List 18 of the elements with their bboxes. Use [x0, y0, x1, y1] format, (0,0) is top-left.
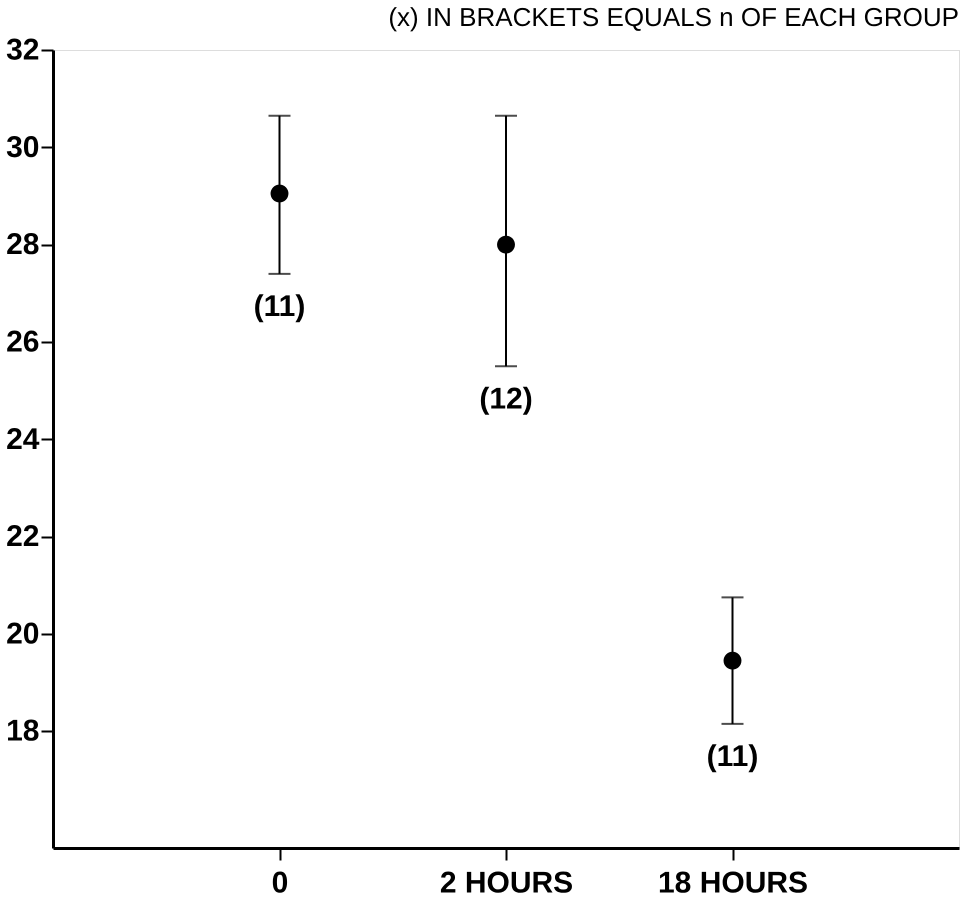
- point: [270, 184, 288, 202]
- annotation: (11): [706, 740, 758, 773]
- x-tick-label: 0: [272, 866, 288, 900]
- point: [724, 652, 742, 670]
- y-tick-label: 30: [6, 130, 40, 164]
- point: [497, 236, 515, 254]
- x-tick-label: 2 HOURS: [440, 866, 574, 900]
- chart-title: (x) IN BRACKETS EQUALS n OF EACH GROUP: [388, 2, 959, 32]
- y-tick-label: 32: [6, 34, 40, 66]
- y-tick-label: 20: [6, 617, 40, 650]
- annotation: (11): [254, 290, 306, 323]
- y-tick-label: 22: [6, 520, 40, 554]
- x-tick-label: 18 HOURS: [658, 866, 808, 900]
- y-tick-label: 24: [6, 422, 40, 456]
- y-tick-label: 28: [6, 228, 40, 262]
- y-tick-label: 18: [6, 714, 40, 748]
- annotation: (12): [479, 382, 533, 416]
- y-tick-label: 26: [6, 325, 40, 358]
